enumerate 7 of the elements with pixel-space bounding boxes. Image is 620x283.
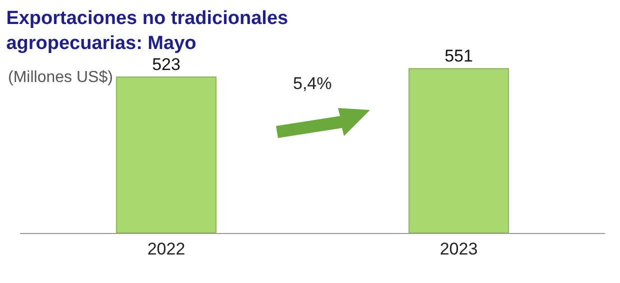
data-label: 551: [444, 46, 473, 66]
x-tick-label: 2023: [440, 239, 478, 258]
chart-subtitle: (Millones US$): [8, 69, 113, 86]
annotation: 5,4%: [293, 74, 332, 93]
data-label: 523: [152, 55, 180, 74]
x-tick-label: 2022: [147, 239, 186, 258]
chart-title: Exportaciones no tradicionales agropecuarias: Mayo: [6, 8, 288, 54]
